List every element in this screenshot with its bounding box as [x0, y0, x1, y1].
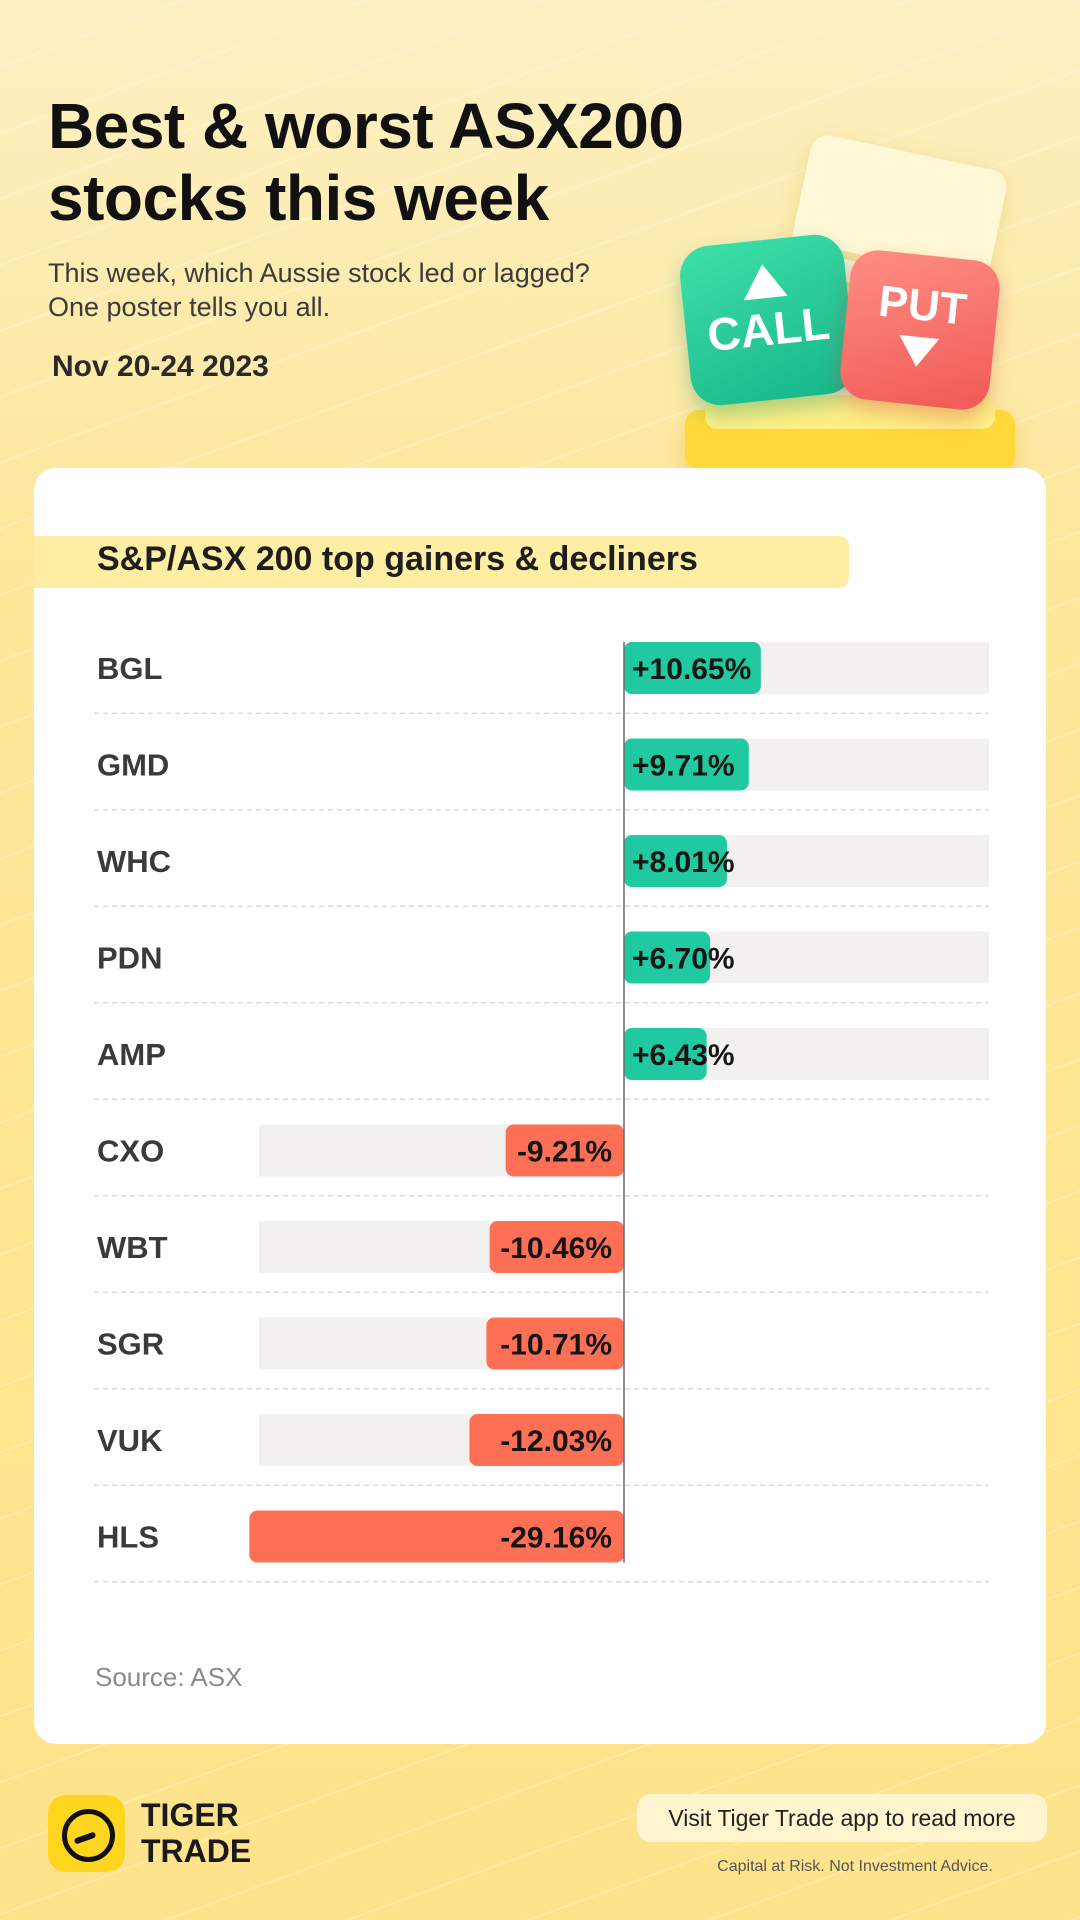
call-put-illustration: CALL PUT — [665, 130, 1045, 470]
title-line-2: stocks this week — [48, 162, 549, 234]
chart-title-highlight — [34, 536, 849, 588]
chart-card: S&P/ASX 200 top gainers & decliners BGL +… — [34, 468, 1046, 1744]
bar — [624, 835, 727, 887]
logo-ring — [62, 1809, 115, 1862]
category-label: WBT — [97, 1230, 168, 1265]
subtitle: This week, which Aussie stock led or lag… — [48, 256, 728, 324]
call-badge-icon: CALL — [677, 231, 858, 409]
value-label: +9.71% — [632, 750, 735, 783]
chart-title: S&P/ASX 200 top gainers & decliners — [97, 540, 698, 578]
bar — [469, 1414, 624, 1466]
down-arrow-icon — [896, 334, 940, 369]
bar — [489, 1221, 624, 1273]
brand-name: TIGER TRADE — [141, 1797, 251, 1869]
value-label: +6.70% — [632, 943, 735, 976]
bar — [249, 1510, 624, 1563]
value-label: +8.01% — [632, 846, 735, 879]
value-label: -10.71% — [500, 1329, 612, 1362]
subtitle-line-1: This week, which Aussie stock led or lag… — [48, 258, 590, 288]
value-label: -9.21% — [517, 1136, 612, 1169]
disclaimer: Capital at Risk. Not Investment Advice. — [717, 1858, 993, 1875]
bar — [624, 642, 761, 694]
put-badge-icon: PUT — [837, 247, 1003, 413]
bar — [624, 931, 711, 984]
tiger-logo-icon — [48, 1795, 125, 1872]
up-arrow-icon — [739, 262, 788, 301]
value-label: +10.65% — [632, 653, 751, 686]
bar-chart: BGL +10.65% GMD +9.71% WHC +8.01% PDN +6.70% AMP… — [94, 642, 989, 1583]
category-label: BGL — [97, 651, 162, 686]
category-label: PDN — [97, 941, 162, 976]
category-label: WHC — [97, 844, 171, 879]
value-label: +6.43% — [632, 1039, 735, 1072]
source-note: Source: ASX — [95, 1662, 243, 1692]
value-label: -12.03% — [500, 1425, 612, 1458]
visit-app-button[interactable]: Visit Tiger Trade app to read more — [637, 1794, 1047, 1842]
category-label: HLS — [97, 1520, 159, 1555]
category-label: AMP — [97, 1037, 166, 1072]
category-label: GMD — [97, 748, 169, 783]
bar — [486, 1317, 624, 1370]
value-label: -10.46% — [500, 1232, 612, 1265]
date-range: Nov 20-24 2023 — [52, 350, 269, 383]
category-label: CXO — [97, 1134, 164, 1169]
value-label: -29.16% — [500, 1522, 612, 1555]
brand-line-1: TIGER — [141, 1797, 239, 1833]
bar — [624, 738, 749, 791]
put-label: PUT — [876, 276, 969, 335]
category-label: VUK — [97, 1423, 163, 1458]
title-line-1: Best & worst ASX200 — [48, 90, 684, 162]
call-label: CALL — [704, 296, 833, 362]
subtitle-line-2: One poster tells you all. — [48, 292, 331, 322]
brand-line-2: TRADE — [141, 1833, 252, 1869]
category-label: SGR — [97, 1327, 164, 1362]
bar — [624, 1028, 707, 1080]
header: Best & worst ASX200 stocks this week Thi… — [48, 90, 728, 384]
bar — [505, 1124, 624, 1177]
page-title: Best & worst ASX200 stocks this week — [48, 90, 728, 234]
